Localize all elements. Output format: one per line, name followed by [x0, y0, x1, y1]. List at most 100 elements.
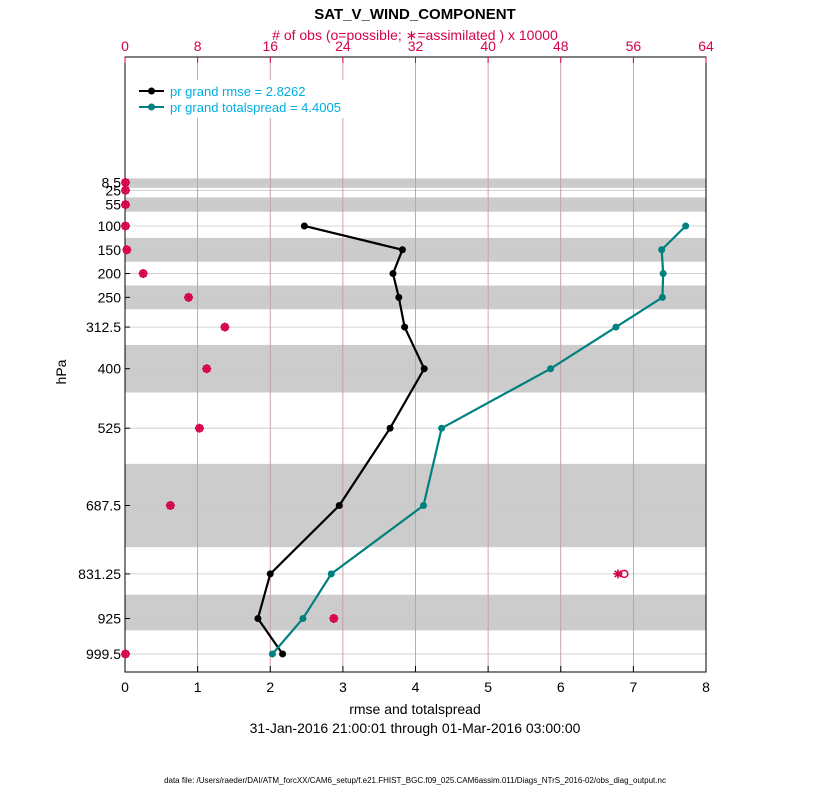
legend-entry-rmse: pr grand rmse = 2.8262 — [170, 84, 306, 99]
series-point-rmse-6 — [386, 424, 394, 432]
series-point-spread-3 — [658, 293, 666, 301]
obs-layer — [120, 177, 629, 659]
obs-assimilated-12 — [329, 614, 339, 624]
series-point-spread-7 — [419, 502, 427, 510]
series-point-rmse-8 — [266, 570, 274, 578]
chart-title: SAT_V_WIND_COMPONENT — [314, 6, 515, 23]
y-tick-label-9: 525 — [98, 420, 122, 436]
date-range: 31-Jan-2016 21:00:01 through 01-Mar-2016… — [250, 720, 581, 736]
x-tick-label-4: 4 — [412, 679, 420, 695]
series-point-rmse-5 — [420, 365, 428, 373]
obs-assimilated-10 — [165, 501, 175, 511]
obs-assimilated-8 — [202, 364, 212, 374]
y-tick-label-7: 312.5 — [86, 319, 121, 335]
top-tick-label-0: 0 — [121, 38, 129, 54]
obs-assimilated-13-stroke-3 — [121, 650, 130, 658]
legend-entry-spread: pr grand totalspread = 4.4005 — [170, 100, 341, 115]
obs-assimilated-13 — [120, 649, 130, 659]
series-point-rmse-7 — [335, 502, 343, 510]
obs-assimilated-8-stroke-3 — [202, 365, 211, 373]
obs-assimilated-10-stroke-3 — [166, 501, 175, 510]
obs-assimilated-9-stroke-3 — [195, 424, 204, 432]
y-tick-label-4: 150 — [98, 242, 122, 258]
x-tick-label-3: 3 — [339, 679, 347, 695]
y-tick-label-5: 200 — [98, 266, 122, 282]
top-axis: 0 8 16 24 32 40 48 56 64 — [121, 38, 714, 63]
obs-assimilated-4 — [122, 245, 132, 255]
obs-assimilated-6 — [184, 292, 194, 302]
obs-assimilated-3 — [120, 221, 130, 231]
obs-assimilated-2 — [120, 200, 130, 210]
series-point-rmse-9 — [254, 615, 262, 623]
obs-assimilated-1-stroke-3 — [121, 186, 130, 195]
series-point-spread-8 — [327, 570, 335, 578]
series-point-spread-9 — [299, 615, 307, 623]
x-tick-label-0: 0 — [121, 679, 129, 695]
obs-assimilated-5 — [138, 269, 148, 279]
obs-assimilated-2-stroke-3 — [121, 200, 130, 209]
obs-assimilated-11 — [613, 569, 623, 579]
data-file-footer: data file: /Users/raeder/DAI/ATM_forcXX/… — [164, 776, 666, 785]
obs-assimilated-7-stroke-3 — [221, 323, 229, 331]
obs-assimilated-1 — [120, 185, 130, 195]
series-point-spread-5 — [547, 365, 555, 373]
series-point-spread-4 — [612, 323, 620, 331]
top-tick-label-8: 64 — [698, 38, 714, 54]
legend: pr grand rmse = 2.8262 pr grand totalspr… — [133, 80, 373, 118]
x-tick-label-2: 2 — [266, 679, 274, 695]
top-tick-label-5: 40 — [480, 38, 496, 54]
series-layer — [254, 222, 690, 658]
y-tick-label-6: 250 — [98, 289, 122, 305]
series-point-rmse-2 — [389, 270, 397, 278]
legend-box — [133, 80, 373, 118]
series-point-spread-0 — [682, 222, 690, 230]
x-tick-label-7: 7 — [629, 679, 637, 695]
obs-assimilated-0 — [120, 177, 130, 187]
y-axis-label: hPa — [53, 359, 69, 384]
y-tick-label-10: 687.5 — [86, 498, 121, 514]
series-point-spread-10 — [268, 650, 276, 658]
series-point-spread-6 — [438, 424, 446, 432]
top-tick-label-2: 16 — [262, 38, 278, 54]
y-tick-label-1: 25 — [105, 182, 121, 198]
obs-assimilated-7 — [220, 322, 230, 332]
y-tick-label-13: 999.5 — [86, 646, 121, 662]
top-axis-label: # of obs (o=possible; ∗=assimilated ) x … — [272, 27, 558, 43]
legend-marker-spread — [148, 103, 155, 111]
y-tick-label-11: 831.25 — [78, 566, 121, 582]
obs-assimilated-6-stroke-3 — [184, 293, 193, 302]
series-point-rmse-10 — [279, 650, 287, 658]
x-axis-label: rmse and totalspread — [349, 701, 481, 717]
y-tick-label-3: 100 — [98, 218, 122, 234]
y-tick-label-2: 55 — [105, 197, 121, 213]
series-point-rmse-0 — [300, 222, 308, 230]
obs-assimilated-11-stroke-3 — [614, 570, 622, 578]
obs-assimilated-3-stroke-3 — [121, 222, 130, 230]
x-tick-label-6: 6 — [557, 679, 565, 695]
series-point-rmse-4 — [401, 323, 409, 331]
top-tick-label-7: 56 — [626, 38, 642, 54]
top-tick-label-3: 24 — [335, 38, 351, 54]
obs-assimilated-12-stroke-3 — [330, 614, 338, 623]
y-tick-label-8: 400 — [98, 361, 122, 377]
series-point-spread-1 — [658, 246, 666, 254]
x-tick-label-8: 8 — [702, 679, 710, 695]
series-point-rmse-3 — [395, 293, 403, 301]
obs-assimilated-4-stroke-3 — [123, 246, 131, 254]
top-tick-label-1: 8 — [194, 38, 202, 54]
obs-assimilated-5-stroke-3 — [139, 269, 147, 278]
x-tick-label-1: 1 — [194, 679, 202, 695]
bottom-axis: 0 1 2 3 4 5 6 7 8 — [121, 666, 710, 695]
x-tick-label-5: 5 — [484, 679, 492, 695]
top-tick-label-6: 48 — [553, 38, 569, 54]
obs-assimilated-9 — [194, 423, 204, 433]
y-tick-label-0: 8.5 — [102, 174, 122, 190]
legend-marker-rmse — [148, 87, 155, 95]
y-tick-label-12: 925 — [98, 611, 122, 627]
top-tick-label-4: 32 — [408, 38, 424, 54]
series-point-spread-2 — [659, 270, 667, 278]
obs-assimilated-0-stroke-3 — [121, 178, 130, 187]
